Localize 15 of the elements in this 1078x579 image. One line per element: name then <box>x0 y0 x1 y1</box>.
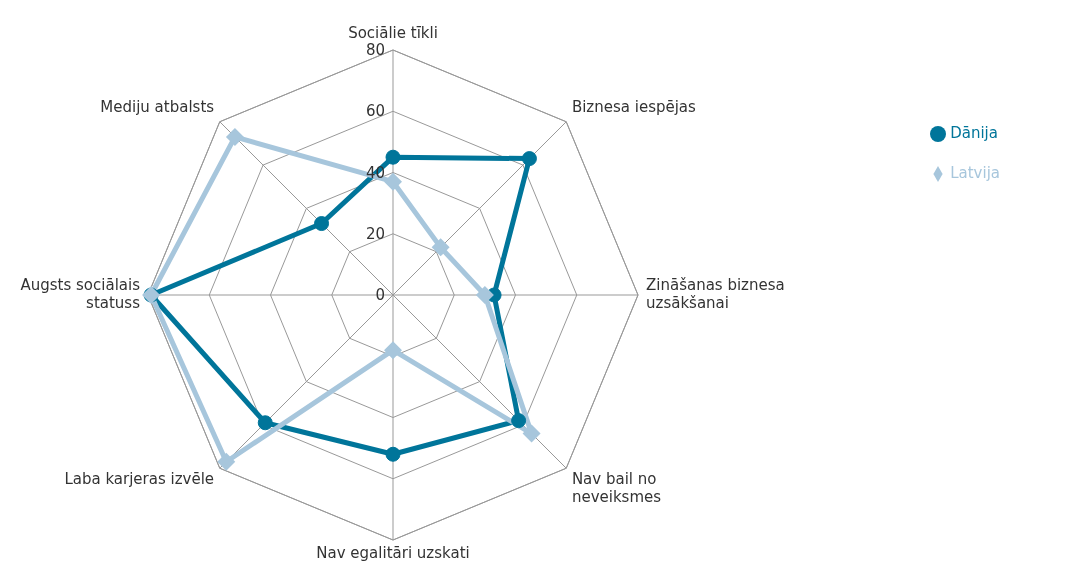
spoke-label: Nav egalitāri uzskati <box>316 544 470 562</box>
legend-label: Latvija <box>950 164 1000 182</box>
spoke-label: Sociālie tīkli <box>348 24 438 42</box>
y-tick-label: 60 <box>365 102 385 121</box>
spoke-label: Mediju atbalsts <box>100 98 215 117</box>
y-tick-label: 20 <box>365 224 385 243</box>
spoke-label: Nav bail no neveiksmes <box>571 469 662 506</box>
y-tick-label: 40 <box>365 163 385 182</box>
y-tick-label: 80 <box>365 41 385 59</box>
spoke-label: Zināšanas biznesa uzsākšanai <box>646 276 785 312</box>
spoke-label: Biznesa iespējas <box>571 98 697 117</box>
legend-label: Dānija <box>950 124 998 142</box>
spoke-label: Laba karjeras izvēle <box>64 469 215 488</box>
spoke-label: Augsts sociālais statuss <box>20 276 141 312</box>
y-tick-label: 0 <box>375 286 385 304</box>
